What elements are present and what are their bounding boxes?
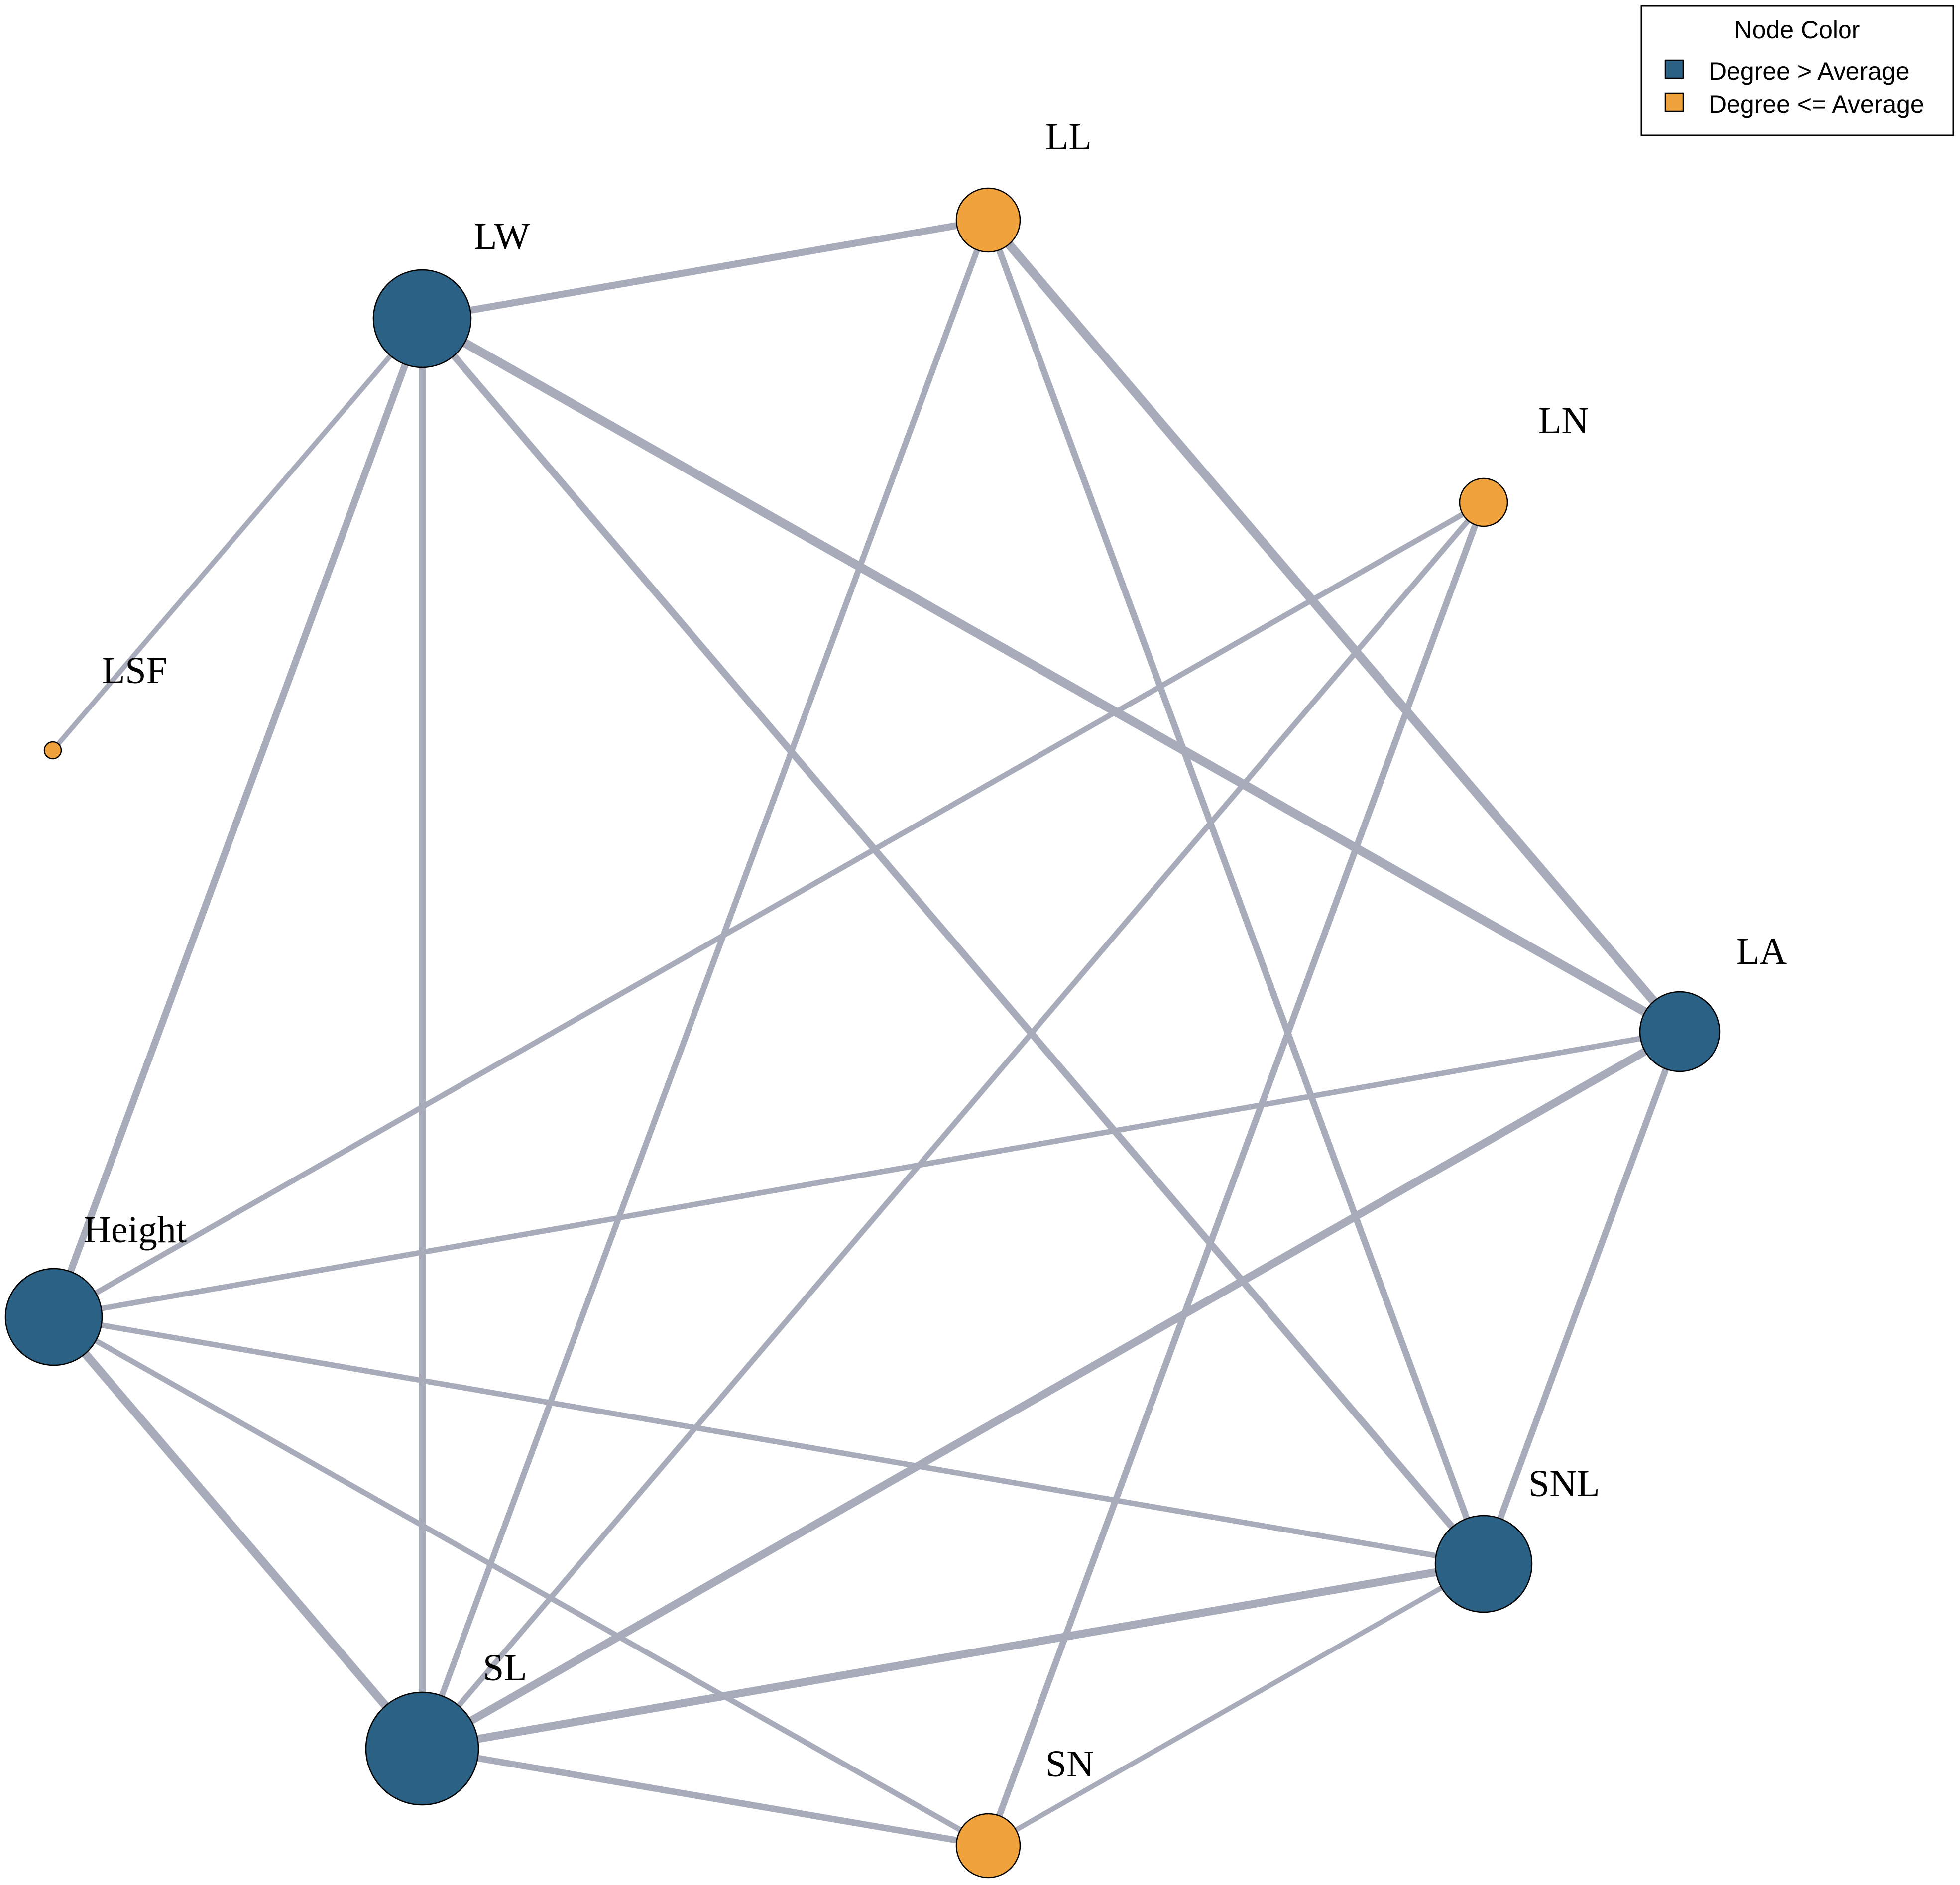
node-label-sn: SN: [1045, 1743, 1094, 1785]
node-lw[interactable]: [372, 269, 472, 368]
edge-ll-sl: [419, 219, 991, 1750]
edge-height-sn: [52, 1314, 990, 1848]
legend-label-high: Degree > Average: [1709, 57, 1910, 85]
node-label-ll: LL: [1045, 116, 1092, 158]
legend-swatch-high: [1664, 59, 1684, 79]
legend: Node Color Degree > Average Degree <= Av…: [1640, 5, 1954, 136]
edge-ll-la: [985, 217, 1683, 1035]
edge-sl-snl: [421, 1560, 1485, 1753]
edge-height-sl: [50, 1314, 426, 1752]
legend-label-low: Degree <= Average: [1709, 90, 1924, 118]
legend-swatch-low: [1664, 92, 1684, 112]
edges-layer: [50, 217, 1683, 1849]
node-snl[interactable]: [1434, 1515, 1533, 1613]
node-lsf[interactable]: [43, 741, 62, 760]
edge-ln-height: [52, 500, 1485, 1319]
edge-ln-sl: [420, 500, 1486, 1751]
edge-ll-snl: [985, 219, 1487, 1565]
node-sn[interactable]: [955, 1813, 1021, 1879]
node-label-lw: LW: [474, 216, 530, 257]
edge-lw-height: [50, 317, 426, 1318]
edge-la-height: [53, 1029, 1680, 1320]
node-sl[interactable]: [365, 1691, 479, 1806]
node-label-sl: SL: [483, 1647, 527, 1689]
node-ln[interactable]: [1459, 477, 1508, 527]
edge-lw-ll: [421, 217, 989, 322]
node-label-snl: SNL: [1528, 1463, 1600, 1505]
labels-layer: LL LW LN LSF LA Height SNL SL SN: [84, 116, 1787, 1785]
edge-la-snl: [1480, 1030, 1683, 1565]
nodes-layer: [4, 187, 1721, 1879]
edge-lw-la: [420, 315, 1682, 1036]
edge-snl-sn: [987, 1561, 1485, 1848]
edge-la-sl: [420, 1028, 1682, 1752]
edge-ln-sn: [985, 501, 1487, 1847]
node-la[interactable]: [1639, 991, 1721, 1072]
node-label-height: Height: [84, 1209, 187, 1251]
edge-sl-sn: [421, 1745, 989, 1849]
node-label-la: LA: [1736, 931, 1787, 972]
node-ll[interactable]: [955, 187, 1021, 253]
edge-lw-snl: [419, 316, 1487, 1566]
legend-box: [1640, 5, 1954, 136]
edge-height-snl: [53, 1314, 1484, 1567]
node-label-lsf: LSF: [102, 650, 167, 692]
node-label-ln: LN: [1538, 400, 1589, 442]
node-height[interactable]: [4, 1268, 103, 1366]
legend-title: Node Color: [1734, 16, 1860, 44]
edge-lw-lsf: [51, 317, 424, 752]
